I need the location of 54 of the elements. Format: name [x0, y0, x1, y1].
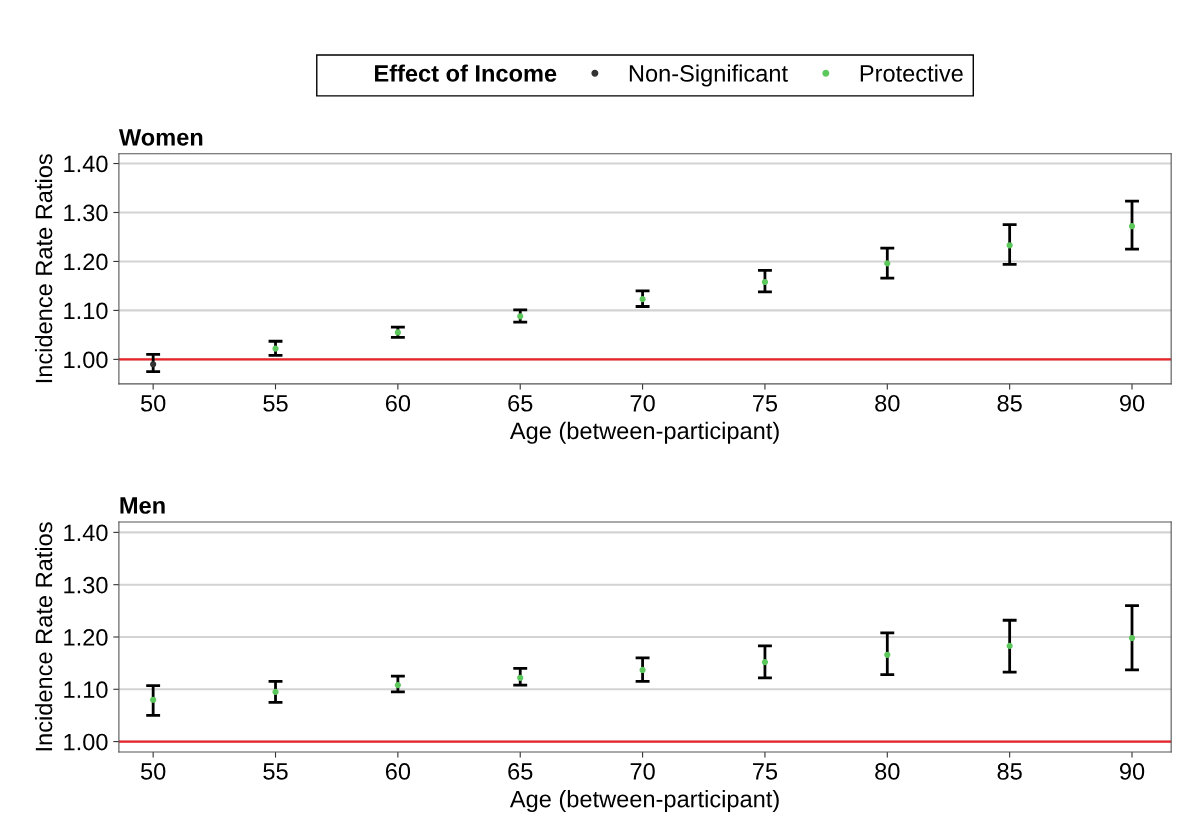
point [150, 696, 157, 703]
x-tick-label: 75 [753, 395, 778, 412]
point [1006, 242, 1013, 249]
point [517, 674, 524, 681]
x-tick-label: 90 [1119, 763, 1145, 780]
point [884, 260, 891, 267]
x-tick-label: 90 [1119, 394, 1145, 412]
point [517, 313, 524, 320]
y-tick-label: 1.30 [64, 204, 108, 222]
point [272, 688, 279, 696]
y-tick-label: 1.10 [64, 681, 108, 699]
y-tick-label: 1.30 [64, 576, 108, 594]
y-axis-title: Incidence Rate Ratios [34, 154, 53, 383]
x-tick-label: 75 [753, 763, 778, 780]
y-tick-label: 1.40 [64, 524, 108, 542]
x-tick-label: 60 [385, 394, 411, 412]
point [639, 666, 646, 674]
x-tick-label: 50 [140, 763, 166, 780]
legend-title: Effect of Income [375, 64, 557, 82]
x-axis-title: Age (between-participant) [509, 421, 779, 444]
point [761, 658, 769, 666]
x-tick-label: 60 [385, 763, 411, 780]
chart-title: Women [118, 129, 203, 146]
point [272, 345, 279, 352]
legend-label: Non-Significant [629, 64, 788, 87]
point [1128, 223, 1136, 230]
point [1128, 634, 1136, 642]
x-tick-label: 55 [263, 763, 288, 780]
x-tick-label: 65 [508, 394, 533, 412]
y-tick-label: 1.00 [64, 733, 108, 751]
x-tick-label: 65 [508, 763, 533, 780]
x-tick-label: 50 [140, 394, 166, 412]
point [394, 682, 401, 689]
x-tick-label: 70 [630, 394, 655, 412]
point [639, 296, 646, 303]
y-tick-label: 1.40 [64, 155, 108, 173]
x-tick-label: 80 [875, 763, 900, 780]
point [1006, 642, 1013, 649]
point [884, 651, 891, 658]
y-axis-title: Incidence Rate Ratios [34, 522, 53, 751]
x-tick-label: 55 [263, 395, 288, 412]
legend-label: Protective [860, 64, 963, 82]
x-tick-label: 85 [997, 394, 1022, 412]
y-tick-label: 1.20 [64, 253, 108, 271]
x-tick-label: 85 [997, 763, 1022, 780]
y-tick-label: 1.10 [64, 302, 108, 320]
x-axis-title: Age (between-participant) [509, 790, 779, 813]
y-tick-label: 1.00 [64, 351, 108, 369]
y-tick-label: 1.20 [64, 629, 108, 646]
point [761, 278, 769, 286]
chart-title: Men [120, 497, 165, 514]
point [150, 361, 157, 368]
x-tick-label: 70 [630, 763, 655, 780]
x-tick-label: 80 [875, 394, 900, 412]
